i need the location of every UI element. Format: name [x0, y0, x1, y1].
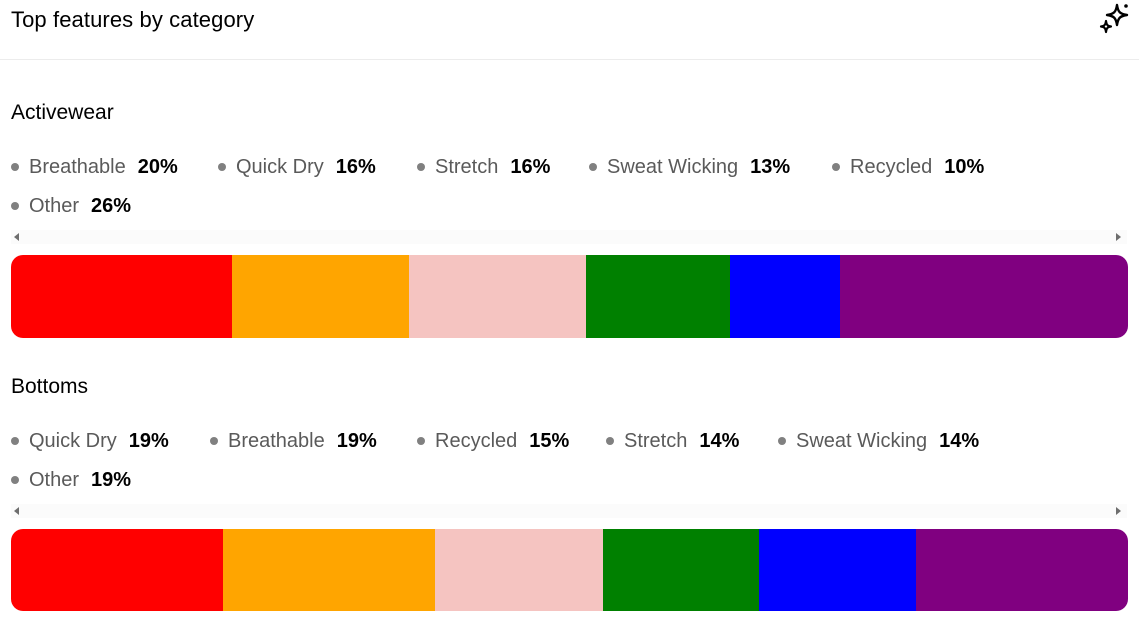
legend-dot [11, 202, 19, 210]
legend-dot [210, 437, 218, 445]
legend-value: 19% [128, 429, 169, 452]
legend-value: 20% [137, 155, 178, 178]
bar-segment-stretch[interactable] [409, 255, 587, 338]
card-header: Top features by category [0, 0, 1139, 60]
stacked-bar-bottoms [11, 529, 1128, 611]
card-title: Top features by category [11, 7, 255, 32]
legend-value: 19% [336, 429, 377, 452]
legend-item: Breathable 19% [210, 428, 377, 454]
legend-dot [589, 163, 597, 171]
legend-value: 19% [91, 468, 132, 491]
legend-label: Other [29, 194, 80, 217]
legend-value: 10% [944, 155, 985, 178]
bar-segment-recycled[interactable] [729, 255, 841, 338]
bar-segment-quick-dry[interactable] [232, 255, 410, 338]
legend-dot [417, 437, 425, 445]
legend-dot [218, 163, 226, 171]
legend-item: Sweat Wicking 13% [589, 154, 790, 180]
bar-segment-sweat-wicking[interactable] [759, 529, 916, 611]
sparkle-icon[interactable] [1097, 2, 1131, 36]
bar-segment-stretch[interactable] [602, 529, 760, 611]
legend-item: Sweat Wicking 14% [778, 428, 979, 454]
legend-item: Quick Dry 19% [11, 428, 169, 454]
stacked-bar-activewear [11, 255, 1128, 338]
legend-item: Stretch 16% [417, 154, 550, 180]
legend-value: 15% [529, 429, 570, 452]
legend-dot [11, 476, 19, 484]
bar-segment-other[interactable] [915, 529, 1128, 611]
legend-value: 26% [91, 194, 132, 217]
legend-value: 13% [750, 155, 791, 178]
legend-item: Other 26% [11, 193, 131, 219]
legend-label: Other [29, 468, 80, 491]
legend-item: Recycled 15% [417, 428, 569, 454]
legend-item: Other 19% [11, 467, 131, 493]
bar-segment-breathable[interactable] [223, 529, 436, 611]
legend-dot [832, 163, 840, 171]
legend-label: Stretch [435, 155, 499, 178]
legend-label: Sweat Wicking [607, 155, 739, 178]
section-title-bottoms: Bottoms [11, 375, 89, 398]
section-title-activewear: Activewear [11, 101, 114, 124]
legend-dot [11, 437, 19, 445]
legend-value: 16% [510, 155, 551, 178]
scroll-left-icon[interactable] [14, 233, 19, 241]
legend-value: 16% [335, 155, 376, 178]
scroll-right-icon[interactable] [1116, 233, 1121, 241]
bar-segment-quick-dry[interactable] [11, 529, 224, 611]
legend-label: Stretch [624, 429, 688, 452]
legend-dot [417, 163, 425, 171]
legend-label: Recycled [435, 429, 518, 452]
legend-item: Recycled 10% [832, 154, 984, 180]
legend-item: Quick Dry 16% [218, 154, 376, 180]
legend-dot [778, 437, 786, 445]
legend-scrollbar[interactable] [11, 504, 1127, 518]
legend-label: Breathable [29, 155, 126, 178]
legend-value: 14% [939, 429, 980, 452]
legend-item: Stretch 14% [606, 428, 739, 454]
legend-label: Quick Dry [29, 429, 117, 452]
legend-label: Breathable [228, 429, 325, 452]
scroll-right-icon[interactable] [1116, 507, 1121, 515]
bar-segment-other[interactable] [840, 255, 1128, 338]
bar-segment-breathable[interactable] [11, 255, 233, 338]
legend-item: Breathable 20% [11, 154, 178, 180]
legend-scrollbar[interactable] [11, 230, 1127, 244]
bar-segment-sweat-wicking[interactable] [586, 255, 730, 338]
legend-label: Sweat Wicking [796, 429, 928, 452]
legend-dot [606, 437, 614, 445]
legend-label: Quick Dry [236, 155, 324, 178]
scroll-left-icon[interactable] [14, 507, 19, 515]
legend-dot [11, 163, 19, 171]
bar-segment-recycled[interactable] [435, 529, 603, 611]
legend-label: Recycled [850, 155, 933, 178]
legend-value: 14% [699, 429, 740, 452]
